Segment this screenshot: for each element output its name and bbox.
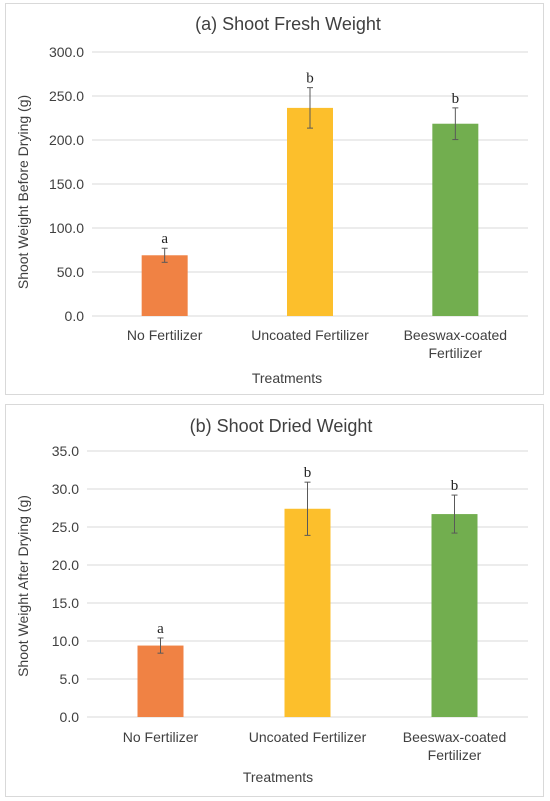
chart-a-x-tick-label: Fertilizer [428, 345, 482, 361]
chart-b-y-tick-label: 20.0 [52, 557, 79, 573]
chart-a-x-tick-label: Beeswax-coated [404, 327, 508, 343]
chart-panel-b: (b) Shoot Dried Weight Treatments Shoot … [5, 404, 544, 797]
chart-b-x-tick-label: No Fertilizer [123, 729, 199, 745]
chart-a-significance-label: a [161, 231, 168, 247]
chart-a-x-axis-title: Treatments [252, 370, 322, 386]
chart-a-plot-area: 0.0 50.0 100.0 150.0 200.0 250.0 300.0 a No Fert… [49, 44, 528, 361]
chart-b-y-tick-label: 30.0 [52, 481, 79, 497]
chart-a-significance-label: b [452, 91, 460, 107]
chart-b-y-tick-label: 0.0 [60, 709, 80, 725]
chart-b-title: (b) Shoot Dried Weight [190, 416, 373, 436]
chart-b-y-tick-label: 35.0 [52, 443, 79, 459]
chart-a-bar [287, 107, 333, 316]
chart-a-title: (a) Shoot Fresh Weight [195, 14, 381, 34]
chart-b-y-tick-label: 5.0 [60, 671, 80, 687]
chart-b-y-tick-label: 15.0 [52, 595, 79, 611]
chart-a-y-tick-label: 100.0 [49, 220, 84, 236]
chart-a-svg: (a) Shoot Fresh Weight Treatments Shoot … [15, 14, 528, 386]
chart-b-significance-label: b [451, 478, 459, 494]
chart-b-bar [137, 645, 184, 717]
chart-b-svg: (b) Shoot Dried Weight Treatments Shoot … [15, 416, 528, 785]
chart-b-x-tick-label: Beeswax-coated [403, 729, 507, 745]
chart-b-significance-label: b [304, 465, 312, 481]
chart-b-plot-area: 0.0 5.0 10.0 15.0 20.0 25.0 30.0 35.0 a No Fertil… [52, 443, 528, 763]
chart-b-x-axis-title: Treatments [243, 769, 313, 785]
chart-a-y-axis-title: Shoot Weight Before Drying (g) [15, 95, 31, 289]
chart-panel-a: (a) Shoot Fresh Weight Treatments Shoot … [5, 3, 544, 395]
chart-a-y-tick-label: 50.0 [57, 264, 84, 280]
chart-b-x-tick-label: Fertilizer [428, 747, 482, 763]
chart-a-y-tick-label: 300.0 [49, 44, 84, 60]
chart-b-y-axis-title: Shoot Weight After Drying (g) [15, 495, 31, 677]
chart-b-x-tick-label: Uncoated Fertilizer [249, 729, 367, 745]
chart-a-bar [141, 255, 188, 316]
chart-b-bar [431, 514, 478, 717]
chart-a-bar [432, 123, 479, 316]
chart-b-y-tick-label: 25.0 [52, 519, 79, 535]
chart-a-y-tick-label: 250.0 [49, 88, 84, 104]
chart-a-significance-label: b [306, 71, 314, 87]
chart-a-y-tick-label: 200.0 [49, 132, 84, 148]
chart-a-y-tick-label: 0.0 [65, 308, 85, 324]
chart-b-bar [284, 508, 331, 717]
chart-a-x-tick-label: No Fertilizer [127, 327, 203, 343]
chart-a-y-tick-label: 150.0 [49, 176, 84, 192]
chart-b-significance-label: a [157, 621, 164, 637]
chart-a-x-tick-label: Uncoated Fertilizer [251, 327, 369, 343]
chart-b-y-tick-label: 10.0 [52, 633, 79, 649]
